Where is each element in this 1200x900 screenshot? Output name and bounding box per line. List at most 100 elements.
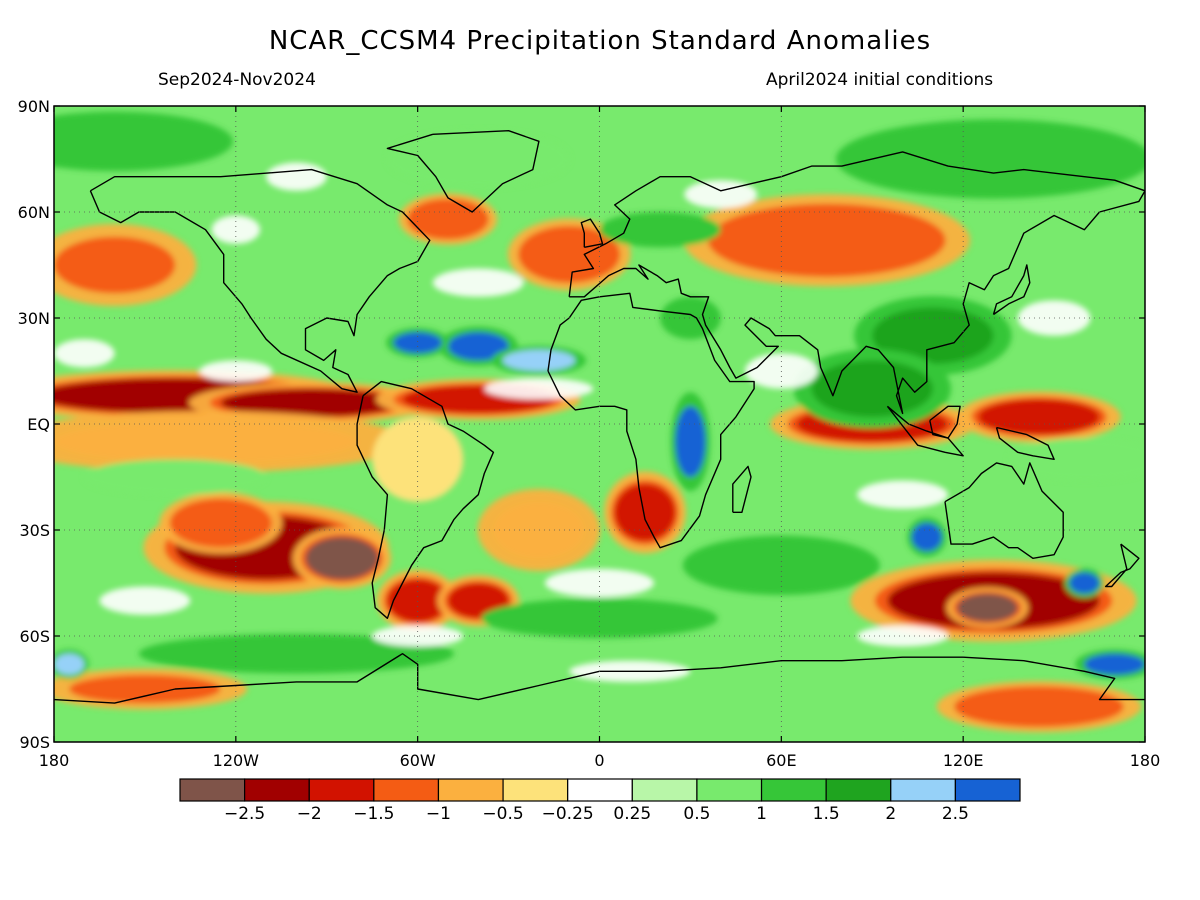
anomaly-cell xyxy=(911,522,942,552)
colorbar-swatch xyxy=(760,778,827,802)
coastline-indonesia xyxy=(886,405,964,457)
colorbar-swatch xyxy=(437,778,504,802)
neutral-patch xyxy=(484,378,594,400)
colorbar-label: 2.5 xyxy=(942,804,969,824)
anomaly-cell xyxy=(84,459,267,495)
anomaly-cell xyxy=(387,579,448,622)
anomaly-cell xyxy=(493,501,585,559)
anomaly-cell xyxy=(957,593,1018,622)
anomaly-cell xyxy=(1084,653,1145,675)
colorbar-swatch xyxy=(631,778,698,802)
colorbar-label: 0.25 xyxy=(613,804,651,824)
colorbar-label: 2 xyxy=(885,804,896,824)
anomaly-cell xyxy=(411,201,485,237)
lon-tick-label: 180 xyxy=(1130,751,1161,770)
lon-tick-label: 60E xyxy=(766,751,796,770)
colorbar-swatch xyxy=(954,778,1021,802)
lat-tick-label: EQ xyxy=(27,415,50,434)
anomaly-cell xyxy=(447,583,509,619)
colorbar-swatch xyxy=(308,778,375,802)
anomaly-cell xyxy=(811,360,933,417)
anomaly-cell xyxy=(502,349,576,371)
neutral-patch xyxy=(857,625,949,647)
lat-tick-label: 60N xyxy=(18,203,50,222)
lon-tick-label: 120E xyxy=(943,751,984,770)
lat-tick-label: 90N xyxy=(18,97,50,116)
neutral-patch xyxy=(544,568,655,598)
anomaly-cell xyxy=(305,537,379,580)
anomaly-cell xyxy=(1069,572,1100,594)
colorbar-swatch xyxy=(373,778,440,802)
colorbar-label: −2 xyxy=(297,804,322,824)
neutral-patch xyxy=(54,339,115,368)
anomaly-cell xyxy=(720,208,933,273)
anomaly-cell xyxy=(508,604,691,633)
colorbar-swatch xyxy=(244,778,310,802)
colorbar-label: −1 xyxy=(426,804,451,824)
coastline-new-guinea xyxy=(995,426,1055,460)
neutral-patch xyxy=(684,180,758,209)
anomaly-cell xyxy=(614,484,676,541)
colorbar-label: −2.5 xyxy=(224,804,265,824)
coastline-new-zealand xyxy=(1104,543,1140,588)
coastline-uk xyxy=(580,218,604,248)
coastline-north-america xyxy=(89,168,431,393)
anomaly-cell xyxy=(54,120,206,163)
coastline-south-america xyxy=(356,380,495,619)
coastline-africa xyxy=(547,292,755,549)
neutral-patch xyxy=(211,215,261,244)
anomaly-cell xyxy=(705,544,858,587)
anomaly-cell xyxy=(599,212,721,248)
lon-tick-label: 120W xyxy=(213,751,260,770)
anomaly-cell xyxy=(175,501,267,545)
colorbar-swatch xyxy=(179,778,246,802)
lat-tick-label: 30S xyxy=(19,521,50,540)
lat-tick-label: 30N xyxy=(18,309,50,328)
colorbar: −2.5 −2 −1.5 −1 −0.5 −0.25 0.25 0.5 1 1.5 2 2.5 xyxy=(179,778,1021,824)
anomaly-cell xyxy=(220,388,403,417)
lon-tick-label: 180 xyxy=(39,751,70,770)
coastline-greenland xyxy=(386,129,540,213)
lon-tick-label: 60W xyxy=(400,751,436,770)
lat-tick-label: 90S xyxy=(19,733,50,752)
map-axes: 180 120W 60W 0 60E 120E 180 90N 60N 30N EQ 30S 60S 90… xyxy=(18,97,1161,770)
anomaly-cell xyxy=(978,399,1100,435)
anomaly-cell xyxy=(393,332,442,354)
init-label: April2024 initial conditions xyxy=(766,70,994,90)
colorbar-label: −1.5 xyxy=(353,804,394,824)
anomaly-cell xyxy=(69,674,221,704)
lat-tick-label: 60S xyxy=(19,627,50,646)
anomaly-cell xyxy=(872,130,1115,188)
anomaly-cell xyxy=(372,416,464,502)
coastline-borneo xyxy=(929,405,961,439)
colorbar-swatch xyxy=(567,778,633,802)
anomaly-cell xyxy=(963,689,1115,725)
anomaly-cell xyxy=(54,236,176,294)
coastline-madagascar xyxy=(732,465,752,513)
season-label: Sep2024-Nov2024 xyxy=(158,70,316,90)
colorbar-swatch xyxy=(825,778,892,802)
neutral-patch xyxy=(857,480,949,509)
colorbar-label: 1.5 xyxy=(813,804,840,824)
colorbar-swatch xyxy=(502,778,569,802)
neutral-patch xyxy=(99,586,191,615)
anomaly-cell xyxy=(54,653,85,675)
anomaly-cell xyxy=(675,406,706,477)
coastline-eurasia xyxy=(568,151,1145,415)
colorbar-label: 1 xyxy=(756,804,767,824)
neutral-patch xyxy=(432,268,524,297)
colorbar-label: −0.5 xyxy=(482,804,523,824)
coastline-japan xyxy=(992,264,1031,316)
anomaly-cell xyxy=(175,639,418,668)
lon-tick-label: 0 xyxy=(594,751,604,770)
anomaly-cell xyxy=(54,420,358,463)
colorbar-swatch xyxy=(890,778,956,802)
coastline-australia xyxy=(944,462,1064,559)
colorbar-swatch xyxy=(696,778,763,802)
colorbar-label: 0.5 xyxy=(683,804,710,824)
colorbar-label: −0.25 xyxy=(542,804,594,824)
neutral-patch xyxy=(266,162,327,191)
graticule xyxy=(54,106,1145,742)
map-title: NCAR_CCSM4 Precipitation Standard Anomal… xyxy=(268,26,932,56)
